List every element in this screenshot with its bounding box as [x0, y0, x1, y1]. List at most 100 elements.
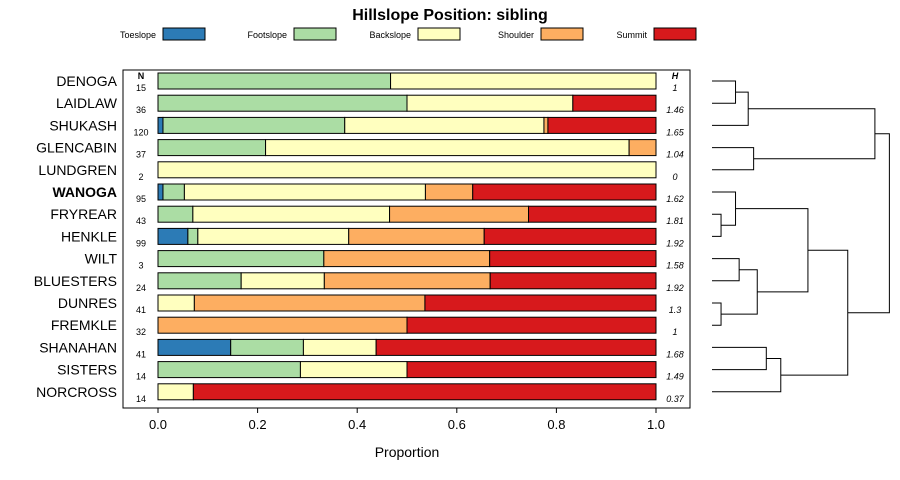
x-tick-label-3: 0.6	[448, 417, 466, 432]
n-value-henkle: 99	[136, 238, 146, 248]
legend-label-shoulder: Shoulder	[498, 30, 534, 40]
bar-wanoga-shoulder	[424, 183, 474, 201]
h-value-dunres: 1.3	[669, 305, 682, 315]
h-value-wanoga: 1.62	[666, 194, 684, 204]
bar-fremkle-shoulder	[157, 316, 408, 334]
bar-sisters-summit	[406, 361, 657, 379]
bar-lundgren-backslope	[157, 161, 657, 179]
bar-wanoga-summit	[472, 183, 657, 201]
row-label-glencabin: GLENCABIN	[36, 140, 117, 156]
bar-dunres-backslope	[157, 294, 195, 312]
bar-fryrear-summit	[528, 205, 657, 223]
n-value-denoga: 15	[136, 83, 146, 93]
row-label-shanahan: SHANAHAN	[39, 339, 117, 355]
bar-laidlaw-backslope	[406, 94, 574, 112]
bar-wilt-summit	[489, 250, 657, 268]
n-value-lundgren: 2	[138, 172, 143, 182]
legend: Toeslope Footslope Backslope Shoulder Summit	[120, 27, 697, 41]
bar-shukash-backslope	[344, 116, 545, 134]
bar-bluesters-summit	[489, 272, 657, 290]
chart-title: Hillslope Position: sibling	[352, 7, 548, 24]
h-value-norcross: 0.37	[666, 394, 685, 404]
bar-glencabin-backslope	[265, 139, 630, 157]
n-value-dunres: 41	[136, 305, 146, 315]
legend-label-summit: Summit	[616, 30, 647, 40]
bar-bluesters-footslope	[157, 272, 242, 290]
n-value-shukash: 120	[133, 127, 148, 137]
h-value-henkle: 1.92	[666, 238, 684, 248]
bar-shukash-summit	[547, 116, 657, 134]
h-header: H	[672, 71, 679, 81]
row-label-wanoga: WANOGA	[52, 184, 117, 200]
bar-glencabin-footslope	[157, 139, 267, 157]
bar-henkle-shoulder	[348, 227, 485, 245]
bar-bluesters-shoulder	[323, 272, 491, 290]
bar-shanahan-footslope	[230, 338, 304, 356]
x-tick-label-4: 0.8	[547, 417, 565, 432]
bar-henkle-backslope	[197, 227, 350, 245]
legend-swatch-shoulder	[540, 27, 584, 41]
x-axis-label: Proportion	[375, 444, 440, 460]
h-value-laidlaw: 1.46	[666, 105, 684, 115]
bar-henkle-toeslope	[157, 227, 189, 245]
n-value-bluesters: 24	[136, 283, 146, 293]
dendro-merge-3	[748, 108, 876, 160]
dendro-merge-10	[712, 346, 767, 371]
bar-glencabin-shoulder	[628, 139, 657, 157]
h-value-denoga: 1	[672, 83, 677, 93]
bar-shukash-shoulder	[543, 116, 549, 134]
legend-label-backslope: Backslope	[369, 30, 411, 40]
bar-sisters-backslope	[299, 361, 408, 379]
legend-swatch-summit	[653, 27, 697, 41]
bar-shukash-footslope	[162, 116, 346, 134]
bar-fryrear-shoulder	[389, 205, 530, 223]
bar-denoga-footslope	[157, 72, 392, 90]
dendro-merge-11	[712, 358, 782, 393]
h-value-glencabin: 1.04	[666, 150, 684, 160]
row-label-dunres: DUNRES	[58, 295, 117, 311]
dendro-merge-13	[847, 133, 890, 314]
plot-frame	[122, 69, 691, 409]
bar-henkle-footslope	[187, 227, 199, 245]
legend-label-footslope: Footslope	[247, 30, 287, 40]
row-label-fryrear: FRYREAR	[50, 206, 117, 222]
h-value-sisters: 1.49	[666, 372, 684, 382]
h-value-shanahan: 1.68	[666, 349, 684, 359]
bar-dunres-shoulder	[193, 294, 426, 312]
x-tick-label-1: 0.2	[249, 417, 267, 432]
dendrogram	[712, 80, 890, 393]
h-value-fryrear: 1.81	[666, 216, 684, 226]
legend-swatch-toeslope	[162, 27, 206, 41]
dendro-merge-12	[780, 249, 849, 376]
row-label-laidlaw: LAIDLAW	[56, 95, 118, 111]
row-label-denoga: DENOGA	[56, 73, 117, 89]
row-label-bluesters: BLUESTERS	[34, 273, 117, 289]
h-value-shukash: 1.65	[666, 127, 685, 137]
n-value-sisters: 14	[136, 372, 146, 382]
legend-label-toeslope: Toeslope	[120, 30, 156, 40]
x-tick-label-2: 0.4	[348, 417, 366, 432]
bar-wanoga-footslope	[162, 183, 185, 201]
row-label-wilt: WILT	[85, 251, 118, 267]
bar-dunres-summit	[424, 294, 657, 312]
row-label-sisters: SISTERS	[57, 362, 117, 378]
bar-denoga-backslope	[390, 72, 657, 90]
bar-henkle-summit	[483, 227, 657, 245]
x-tick-label-5: 1.0	[647, 417, 665, 432]
n-value-glencabin: 37	[136, 150, 146, 160]
bar-shukash-toeslope	[157, 116, 164, 134]
bar-wilt-footslope	[157, 250, 325, 268]
bar-sisters-footslope	[157, 361, 301, 379]
n-header: N	[138, 71, 145, 81]
dendro-merge-6	[712, 258, 740, 282]
legend-swatch-footslope	[293, 27, 337, 41]
dendro-merge-7	[712, 302, 722, 326]
bar-laidlaw-footslope	[157, 94, 408, 112]
h-value-bluesters: 1.92	[666, 283, 684, 293]
dendro-merge-1	[712, 91, 749, 126]
h-value-wilt: 1.58	[666, 261, 684, 271]
bar-wilt-shoulder	[323, 250, 491, 268]
h-value-lundgren: 0	[672, 172, 677, 182]
